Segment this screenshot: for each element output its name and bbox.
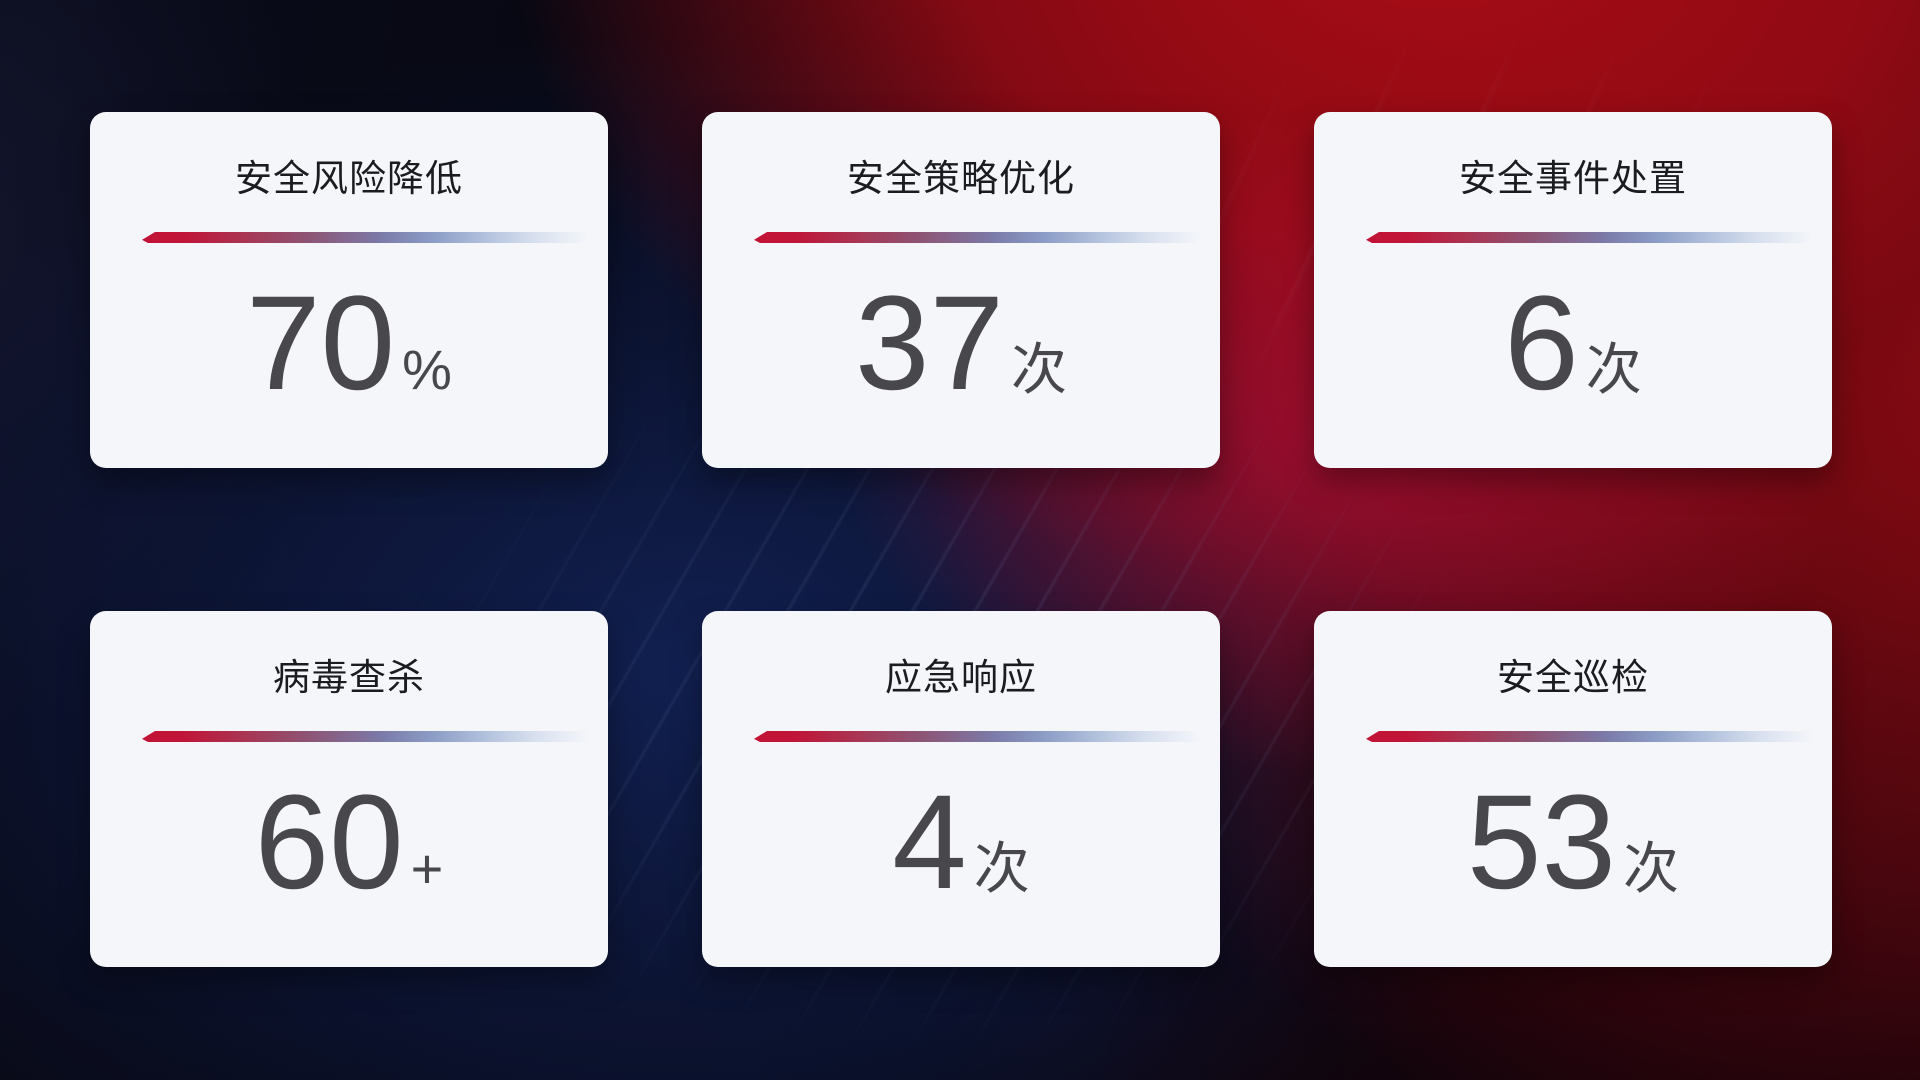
stat-value: 6 bbox=[1504, 269, 1579, 418]
stat-value: 70 bbox=[246, 269, 396, 418]
value-row: 70 % bbox=[246, 277, 452, 411]
stat-card-emergency-response: 应急响应 4 次 bbox=[702, 611, 1220, 967]
card-title: 病毒查杀 bbox=[273, 657, 425, 698]
stat-unit: 次 bbox=[973, 837, 1030, 900]
value-row: 53 次 bbox=[1467, 776, 1679, 910]
stat-unit: + bbox=[410, 837, 444, 900]
card-title: 安全风险降低 bbox=[235, 158, 463, 199]
value-row: 60 + bbox=[255, 776, 444, 910]
kpi-cards-grid: 安全风险降低 70 % 安全策略优化 37 次 安全事件处置 6 次 病毒查杀 … bbox=[90, 112, 1832, 967]
value-row: 4 次 bbox=[892, 776, 1030, 910]
value-row: 37 次 bbox=[855, 277, 1067, 411]
card-title: 安全事件处置 bbox=[1459, 158, 1687, 199]
stat-unit: 次 bbox=[1011, 338, 1068, 401]
gradient-divider bbox=[142, 232, 602, 243]
card-title: 应急响应 bbox=[885, 657, 1037, 698]
stat-card-security-inspection: 安全巡检 53 次 bbox=[1314, 611, 1832, 967]
stat-value: 53 bbox=[1466, 768, 1617, 917]
card-title: 安全策略优化 bbox=[847, 158, 1075, 199]
stat-unit: % bbox=[402, 338, 452, 401]
stat-value: 60 bbox=[254, 768, 404, 917]
value-row: 6 次 bbox=[1504, 277, 1642, 411]
gradient-divider bbox=[754, 232, 1214, 243]
gradient-divider bbox=[142, 731, 602, 742]
gradient-divider bbox=[1366, 232, 1826, 243]
stat-card-security-risk-reduction: 安全风险降低 70 % bbox=[90, 112, 608, 468]
stat-value: 4 bbox=[892, 768, 967, 917]
stat-value: 37 bbox=[854, 269, 1005, 418]
stat-card-virus-scan: 病毒查杀 60 + bbox=[90, 611, 608, 967]
stat-unit: 次 bbox=[1623, 837, 1680, 900]
gradient-divider bbox=[754, 731, 1214, 742]
gradient-divider bbox=[1366, 731, 1826, 742]
stat-card-security-policy-optimization: 安全策略优化 37 次 bbox=[702, 112, 1220, 468]
card-title: 安全巡检 bbox=[1497, 657, 1649, 698]
stat-unit: 次 bbox=[1585, 338, 1642, 401]
stat-card-security-incident-handling: 安全事件处置 6 次 bbox=[1314, 112, 1832, 468]
